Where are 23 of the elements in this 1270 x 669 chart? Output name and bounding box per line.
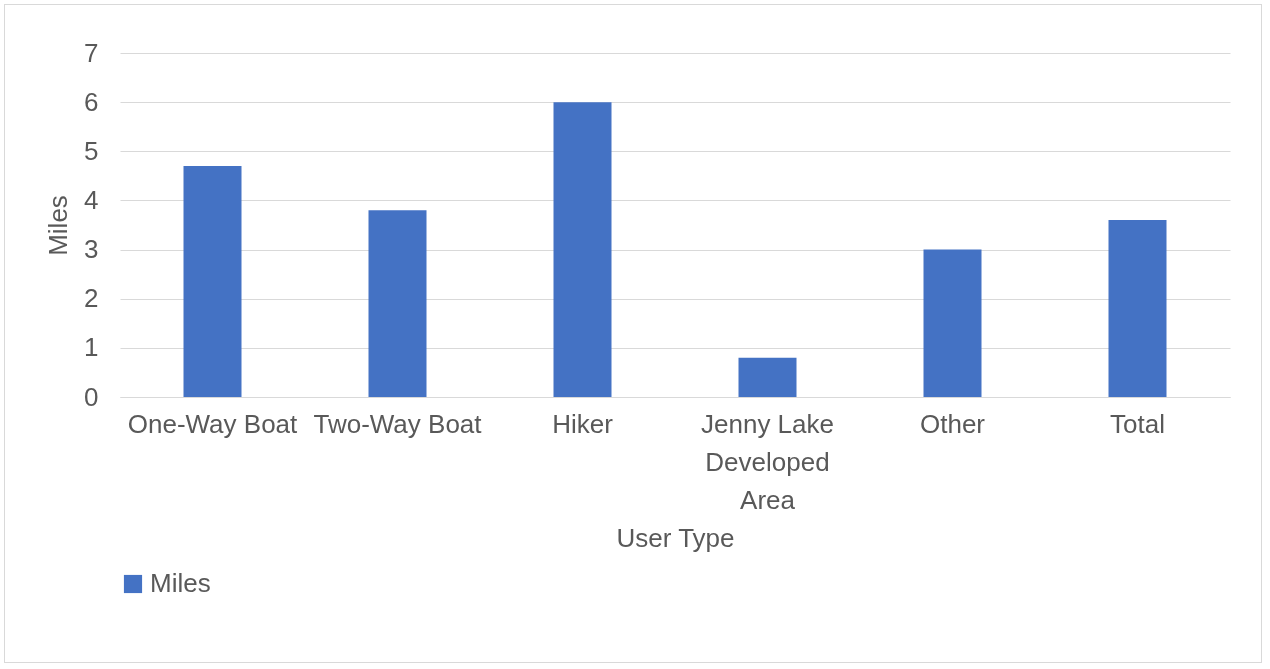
bar <box>738 357 797 397</box>
y-tick-label: 2 <box>84 283 99 314</box>
y-tick-label: 5 <box>84 135 99 166</box>
x-tick-label: One-Way Boat <box>127 408 299 439</box>
x-tick-label: Hiker <box>552 408 614 439</box>
bar <box>1108 220 1167 397</box>
y-axis-title: Miles <box>43 195 74 256</box>
bar <box>923 249 982 397</box>
y-tick-label: 3 <box>84 234 99 265</box>
bar <box>553 102 612 397</box>
x-tick-label: Other <box>919 408 986 439</box>
y-tick-label: 7 <box>84 37 99 68</box>
y-tick-label: 0 <box>84 381 99 412</box>
legend-label: Miles <box>150 568 211 598</box>
x-axis-title: User Type <box>616 522 735 553</box>
y-tick-label: 4 <box>84 184 99 215</box>
y-tick-label: 6 <box>84 86 99 117</box>
bar <box>183 166 242 397</box>
bar <box>368 210 427 397</box>
x-tick-label: Jenny Lake Developed Area <box>701 408 834 515</box>
x-tick-label: Two-Way Boat <box>313 408 483 439</box>
y-tick-label: 1 <box>84 332 99 363</box>
x-tick-label: Total <box>1110 408 1165 439</box>
